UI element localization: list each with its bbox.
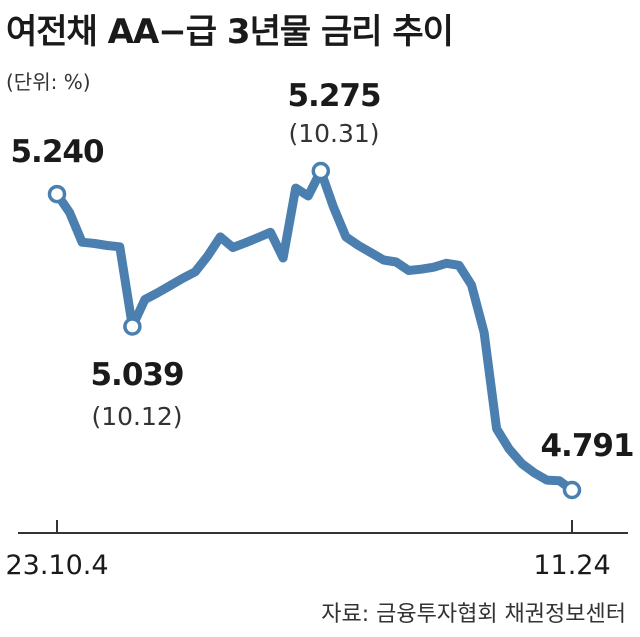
point-marker-1	[123, 317, 142, 336]
min-date-label: (10.12)	[91, 402, 182, 431]
x-tick-label-end: 11.24	[533, 550, 610, 581]
max-value-label: 5.275	[287, 78, 380, 114]
x-tick-label-start: 23.10.4	[5, 550, 108, 581]
start-value-label: 5.240	[10, 134, 103, 170]
unit-label: (단위: %)	[6, 70, 91, 94]
max-date-label: (10.31)	[288, 119, 379, 148]
chart-title: 여전채 AA−급 3년물 금리 추이	[6, 12, 454, 52]
point-marker-2	[311, 161, 331, 181]
source-note: 자료: 금융투자협회 채권정보센터	[321, 602, 626, 627]
end-value-label: 4.791	[540, 428, 633, 464]
point-marker-0	[47, 184, 67, 204]
min-value-label: 5.039	[90, 357, 183, 393]
series-line	[52, 166, 577, 495]
point-marker-3	[562, 480, 582, 500]
point-markers	[47, 161, 582, 500]
